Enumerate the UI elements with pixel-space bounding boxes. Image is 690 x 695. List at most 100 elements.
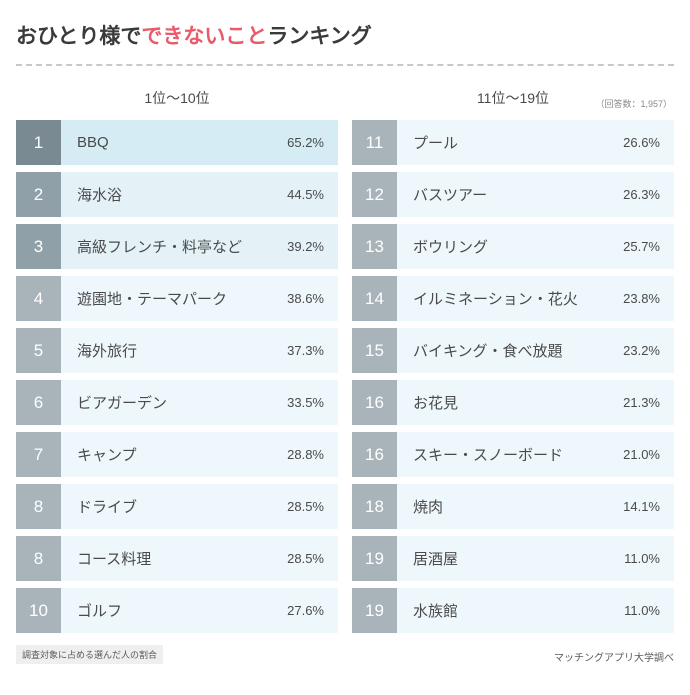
ranking-item-percent: 33.5%: [287, 395, 324, 410]
ranking-item-percent: 25.7%: [623, 239, 660, 254]
ranking-column-left: 1位～10位 1 BBQ 65.2% 2 海水浴 44.5% 3 高級フレンチ・料亭など 39.2…: [16, 84, 338, 633]
ranking-item-label: コース料理: [77, 548, 151, 569]
ranking-item-label: お花見: [413, 392, 458, 413]
ranking-row: 7キャンプ28.8%: [16, 432, 338, 477]
rank-badge: 16: [352, 432, 397, 477]
ranking-item-percent: 44.5%: [287, 187, 324, 202]
rank-badge: 4: [16, 276, 61, 321]
ranking-row: 18焼肉14.1%: [352, 484, 674, 529]
ranking-row: 8ドライブ28.5%: [16, 484, 338, 529]
ranking-item-percent: 11.0%: [624, 551, 660, 566]
ranking-item-label: 高級フレンチ・料亭など: [77, 236, 242, 257]
ranking-row: 19居酒屋11.0%: [352, 536, 674, 581]
ranking-item-percent: 28.5%: [287, 551, 324, 566]
ranking-item-percent: 11.0%: [624, 603, 660, 618]
rank-badge: 18: [352, 484, 397, 529]
rank-badge: 3: [16, 224, 61, 269]
ranking-item-percent: 26.3%: [623, 187, 660, 202]
ranking-row: 16 お花見 21.3%: [352, 380, 674, 425]
title-part-1: おひとり様で: [16, 25, 141, 48]
ranking-item-percent: 23.8%: [623, 291, 660, 306]
ranking-item-percent: 21.3%: [623, 395, 660, 410]
ranking-column-right: 11位～19位（回答数：1,957）11プール26.6%12バスツアー26.3%…: [352, 84, 674, 633]
ranking-row: 4 遊園地・テーマパーク 38.6%: [16, 276, 338, 321]
title-part-3: ランキング: [267, 25, 371, 48]
rank-badge: 19: [352, 588, 397, 633]
rank-badge: 12: [352, 172, 397, 217]
rank-badge: 5: [16, 328, 61, 373]
ranking-item-label: 海水浴: [77, 184, 122, 205]
ranking-item-percent: 39.2%: [287, 239, 324, 254]
ranking-row-content: スキー・スノーボード21.0%: [397, 432, 674, 477]
ranking-item-label: BBQ: [77, 134, 109, 151]
title-accent: できないこと: [141, 25, 267, 48]
rank-badge: 1: [16, 120, 61, 165]
ranking-item-percent: 38.6%: [287, 291, 324, 306]
ranking-rows: 1BBQ65.2%2海水浴44.5%3高級フレンチ・料亭など39.2%4遊園地・…: [16, 120, 338, 633]
rank-badge: 6: [16, 380, 61, 425]
ranking-row-content: ビアガーデン 33.5%: [61, 380, 338, 425]
ranking-row-content: 海水浴 44.5%: [61, 172, 338, 217]
rank-badge: 10: [16, 588, 61, 633]
column-header: 11位～19位 （回答数：1,957）: [352, 84, 674, 112]
rank-badge: 11: [352, 120, 397, 165]
ranking-row-content: コース料理 28.5%: [61, 536, 338, 581]
ranking-row-content: バイキング・食べ放題23.2%: [397, 328, 674, 373]
title-divider: [16, 64, 674, 66]
ranking-row-content: 遊園地・テーマパーク 38.6%: [61, 276, 338, 321]
page-title: おひとり様でできないことランキング: [16, 20, 674, 50]
footnote: 調査対象に占める選んだ人の割合: [16, 645, 163, 664]
rank-badge: 8: [16, 536, 61, 581]
ranking-item-label: ビアガーデン: [77, 392, 167, 413]
ranking-row-content: お花見 21.3%: [397, 380, 674, 425]
ranking-item-label: バスツアー: [413, 184, 487, 205]
ranking-row: 2 海水浴 44.5%: [16, 172, 338, 217]
footer: 調査対象に占める選んだ人の割合 マッチングアプリ大学調べ: [16, 645, 674, 664]
ranking-row-content: ドライブ28.5%: [61, 484, 338, 529]
rank-badge: 16: [352, 380, 397, 425]
ranking-item-label: イルミネーション・花火: [413, 288, 578, 309]
ranking-row-content: 海外旅行37.3%: [61, 328, 338, 373]
ranking-row-content: 水族館 11.0%: [397, 588, 674, 633]
ranking-item-percent: 26.6%: [623, 135, 660, 150]
ranking-row: 10ゴルフ27.6%: [16, 588, 338, 633]
ranking-row: 5海外旅行37.3%: [16, 328, 338, 373]
column-header-label: 11位～19位: [477, 88, 549, 108]
ranking-row-content: BBQ 65.2%: [61, 120, 338, 165]
ranking-row: 12 バスツアー 26.3%: [352, 172, 674, 217]
ranking-row: 14イルミネーション・花火23.8%: [352, 276, 674, 321]
ranking-item-label: 遊園地・テーマパーク: [77, 288, 227, 309]
ranking-columns: 1位～10位 1 BBQ 65.2% 2 海水浴 44.5% 3 高級フレンチ・料亭など 39.2…: [16, 84, 674, 633]
ranking-row-content: ボウリング 25.7%: [397, 224, 674, 269]
ranking-row-content: プール26.6%: [397, 120, 674, 165]
ranking-row-content: イルミネーション・花火 23.8%: [397, 276, 674, 321]
ranking-row-content: 焼肉14.1%: [397, 484, 674, 529]
rank-badge: 15: [352, 328, 397, 373]
column-header: 1位～10位: [16, 84, 338, 112]
ranking-item-label: キャンプ: [77, 444, 137, 465]
ranking-item-label: ボウリング: [413, 236, 488, 257]
rank-badge: 7: [16, 432, 61, 477]
rank-badge: 8: [16, 484, 61, 529]
ranking-row: 19 水族館 11.0%: [352, 588, 674, 633]
ranking-row-content: キャンプ28.8%: [61, 432, 338, 477]
ranking-row: 15バイキング・食べ放題23.2%: [352, 328, 674, 373]
ranking-rows: 11プール26.6%12バスツアー26.3%13ボウリング25.7%14イルミネ…: [352, 120, 674, 633]
ranking-row: 16スキー・スノーボード21.0%: [352, 432, 674, 477]
ranking-row: 13ボウリング25.7%: [352, 224, 674, 269]
ranking-row: 11プール26.6%: [352, 120, 674, 165]
ranking-row: 8 コース料理 28.5%: [16, 536, 338, 581]
response-count: （回答数：1,957）: [595, 97, 672, 110]
rank-badge: 2: [16, 172, 61, 217]
ranking-row-content: ゴルフ27.6%: [61, 588, 338, 633]
ranking-row: 3 高級フレンチ・料亭など 39.2%: [16, 224, 338, 269]
ranking-item-label: ドライブ: [77, 496, 137, 517]
ranking-row-content: 居酒屋11.0%: [397, 536, 674, 581]
rank-badge: 19: [352, 536, 397, 581]
ranking-item-label: 海外旅行: [77, 340, 137, 361]
ranking-item-percent: 65.2%: [287, 135, 324, 150]
ranking-item-label: ゴルフ: [77, 600, 122, 621]
column-header-label: 1位～10位: [144, 88, 209, 108]
ranking-row-content: バスツアー 26.3%: [397, 172, 674, 217]
ranking-item-label: 水族館: [413, 600, 458, 621]
